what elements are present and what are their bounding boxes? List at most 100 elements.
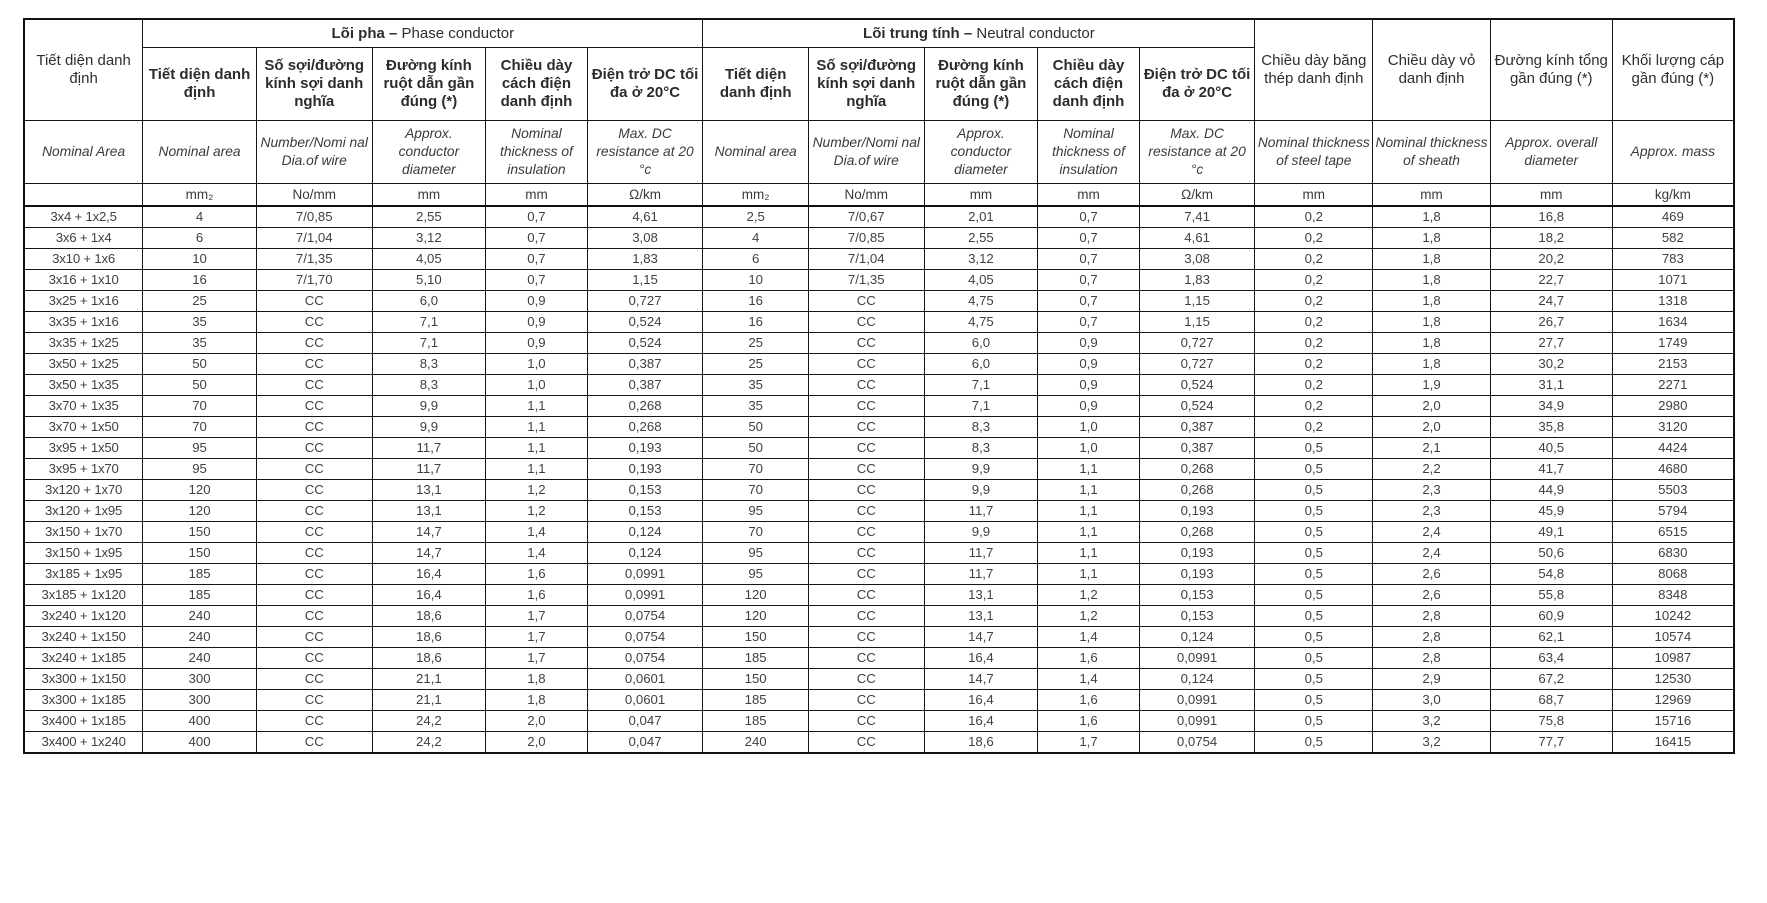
cell: 8,3 <box>371 374 487 396</box>
cell: 0,7 <box>1037 269 1140 291</box>
cell: 1,1 <box>1037 458 1140 480</box>
cell: CC <box>255 521 373 543</box>
cell: 4 <box>142 205 257 228</box>
cell: 10574 <box>1611 626 1735 648</box>
cell: 11,7 <box>923 542 1039 564</box>
cell: CC <box>255 416 373 438</box>
cell: 0,9 <box>485 290 588 312</box>
cell: 4,75 <box>923 311 1039 333</box>
cell: 150 <box>142 542 257 564</box>
cell: 10987 <box>1611 647 1735 669</box>
cell: 35 <box>142 311 257 333</box>
table-row: 3x4 + 1x2,5 4 7/0,85 2,55 0,7 4,61 2,5 7/0,67 2,… <box>23 205 1735 228</box>
cell: 1,1 <box>485 458 588 480</box>
header-en-steel-tape: Nominal thickness of steel tape <box>1254 120 1374 184</box>
cell: 10 <box>142 248 257 270</box>
cell: 0,268 <box>586 395 704 417</box>
cell: CC <box>807 479 925 501</box>
cell: 0,9 <box>1037 332 1140 354</box>
cell: 0,5 <box>1254 668 1374 690</box>
cell: 1,83 <box>1138 269 1256 291</box>
table-row: 3x300 + 1x185 300 CC 21,1 1,8 0,0601 185 CC 16,4… <box>23 689 1735 711</box>
vietnamese-header-row: Tiết diện danh định Số sợi/đường kính sợ… <box>24 47 1734 121</box>
cell: 582 <box>1611 227 1735 249</box>
corner-header-label: Tiết diện danh định <box>36 52 131 87</box>
cell: 35 <box>702 374 809 396</box>
cell: 0,5 <box>1254 563 1374 585</box>
header-en-overall-diameter: Approx. overall diameter <box>1489 120 1613 184</box>
cell: 0,7 <box>1037 205 1140 228</box>
cell: CC <box>255 395 373 417</box>
cell: 75,8 <box>1489 710 1613 732</box>
unit-cell <box>23 183 144 207</box>
cell: 2,9 <box>1372 668 1491 690</box>
cell: CC <box>255 458 373 480</box>
cell: 0,193 <box>586 437 704 459</box>
table-row: 3x16 + 1x10 16 7/1,70 5,10 0,7 1,15 10 7/1,35 4,… <box>23 269 1735 291</box>
cell: 0,2 <box>1254 353 1374 375</box>
header-phase-conductor-diameter: Đường kính ruột dẫn gần đúng (*) <box>371 47 487 121</box>
cell: 35 <box>702 395 809 417</box>
cell: 44,9 <box>1489 479 1613 501</box>
cell: 0,153 <box>1138 605 1256 627</box>
cell: 2,5 <box>702 205 809 228</box>
cell: 7/1,35 <box>255 248 373 270</box>
cell: CC <box>807 458 925 480</box>
cell: 14,7 <box>371 521 487 543</box>
header-neutral-insulation-thickness: Chiều dày cách điện danh định <box>1037 47 1140 121</box>
cell: 0,124 <box>586 542 704 564</box>
table-row: 3x35 + 1x16 35 CC 7,1 0,9 0,524 16 CC 4,75 0,7 1,1… <box>23 311 1735 333</box>
cell: 120 <box>142 479 257 501</box>
cell: 1,2 <box>1037 605 1140 627</box>
cell: 6,0 <box>923 353 1039 375</box>
cell: 54,8 <box>1489 563 1613 585</box>
header-en-neutral-area: Nominal area <box>702 120 809 184</box>
cell: 70 <box>142 416 257 438</box>
cell: 0,268 <box>586 416 704 438</box>
cell: 1,1 <box>1037 500 1140 522</box>
header-en-phase-wire-number: Number/Nomi nal Dia.of wire <box>255 120 373 184</box>
cell: 9,9 <box>923 458 1039 480</box>
cell: 0,2 <box>1254 227 1374 249</box>
cell: CC <box>807 584 925 606</box>
cell: 30,2 <box>1489 353 1613 375</box>
cell: 12969 <box>1611 689 1735 711</box>
cell: CC <box>255 374 373 396</box>
cell: 60,9 <box>1489 605 1613 627</box>
cell: 1071 <box>1611 269 1735 291</box>
cell: 7/0,85 <box>807 227 925 249</box>
cell: 150 <box>702 668 809 690</box>
cell: 1,15 <box>586 269 704 291</box>
cell: 6,0 <box>371 290 487 312</box>
table-row: 3x240 + 1x120 240 CC 18,6 1,7 0,0754 120 CC 13,1… <box>23 605 1735 627</box>
cell: 13,1 <box>923 605 1039 627</box>
cell: 0,9 <box>1037 374 1140 396</box>
cell: 50 <box>702 437 809 459</box>
cell: 9,9 <box>923 521 1039 543</box>
cell: 1,4 <box>485 521 588 543</box>
row-label: 3x185 + 1x95 <box>23 563 144 585</box>
cell: 1,6 <box>1037 647 1140 669</box>
unit-cell: No/mm <box>807 183 925 207</box>
cell: CC <box>255 689 373 711</box>
table-row: 3x185 + 1x95 185 CC 16,4 1,6 0,0991 95 CC 11,7 1,… <box>23 563 1735 585</box>
cell: CC <box>807 647 925 669</box>
cell: 6 <box>702 248 809 270</box>
cell: 0,5 <box>1254 710 1374 732</box>
group-header-row: Tiết diện danh định Lõi pha – Phase cond… <box>23 18 1735 121</box>
cell: 0,727 <box>586 290 704 312</box>
unit-cell: mm₂ <box>702 183 809 207</box>
row-label: 3x4 + 1x2,5 <box>23 205 144 228</box>
cell: CC <box>255 542 373 564</box>
cell: 0,0754 <box>1138 731 1256 754</box>
table-row: 3x70 + 1x35 70 CC 9,9 1,1 0,268 35 CC 7,1 0,9 0,52… <box>23 395 1735 417</box>
cell: 0,9 <box>485 332 588 354</box>
unit-cell: mm <box>485 183 588 207</box>
cell: 1,15 <box>1138 311 1256 333</box>
cell: 0,0754 <box>586 605 704 627</box>
cell: 13,1 <box>923 584 1039 606</box>
cell: 1,8 <box>485 689 588 711</box>
row-label: 3x95 + 1x50 <box>23 437 144 459</box>
cell: 18,2 <box>1489 227 1613 249</box>
